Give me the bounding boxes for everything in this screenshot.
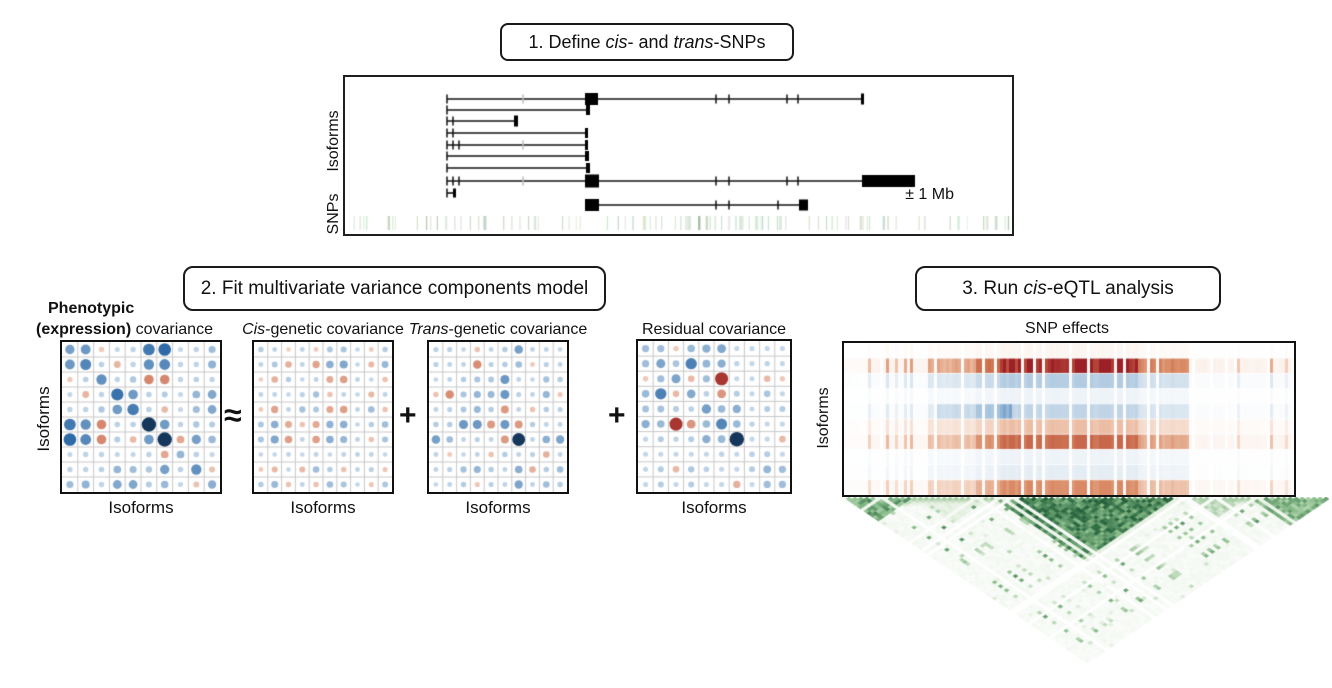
ld-triangle-plot xyxy=(843,497,1332,687)
step1-title-box: 1. Define cis- and trans-SNPs xyxy=(500,23,794,61)
plus-symbol-1: + xyxy=(399,399,417,432)
gene-panel-isoforms-axis-label: Isoforms xyxy=(325,110,342,172)
approx-symbol: ≈ xyxy=(224,397,242,433)
scale-label: ± 1 Mb xyxy=(905,186,954,203)
gene-panel-snps-axis-label: SNPs xyxy=(325,193,342,235)
snp-effects-heatmap xyxy=(844,343,1294,495)
step2-title: 2. Fit multivariate variance components … xyxy=(200,277,589,299)
gene-structure-panel xyxy=(343,75,1014,236)
phenotypic-matrix-xlabel: Isoforms xyxy=(108,498,174,517)
snp-effects-title: SNP effects xyxy=(1025,320,1109,337)
snp-effects-heatmap-frame xyxy=(842,341,1296,497)
step3-title: 3. Run cis-eQTL analysis xyxy=(962,277,1174,299)
trans-matrix-xlabel: Isoforms xyxy=(465,498,531,517)
cis-genetic-covariance-matrix xyxy=(252,340,394,494)
step2-title-box: 2. Fit multivariate variance components … xyxy=(183,266,606,311)
gene-structure-canvas xyxy=(345,77,1012,234)
step3-title-box: 3. Run cis-eQTL analysis xyxy=(915,266,1221,311)
cis-matrix-title: Cis-genetic covariance xyxy=(242,321,404,338)
phenotypic-covariance-matrix xyxy=(60,340,222,494)
residual-matrix-title: Residual covariance xyxy=(641,321,787,338)
cis-matrix-xlabel: Isoforms xyxy=(290,498,356,517)
phenotypic-matrix-title-line1: Phenotypic xyxy=(48,300,135,317)
step1-title: 1. Define cis- and trans-SNPs xyxy=(528,31,766,52)
trans-matrix-title: Trans-genetic covariance xyxy=(408,321,588,338)
phenotypic-matrix-title-line2: (expression) covariance xyxy=(36,321,213,338)
residual-covariance-matrix xyxy=(636,339,792,494)
residual-matrix-xlabel: Isoforms xyxy=(681,498,747,517)
trans-genetic-covariance-matrix xyxy=(427,340,569,494)
heatmap-isoforms-axis-label: Isoforms xyxy=(815,387,832,449)
plus-symbol-2: + xyxy=(608,399,626,432)
phenotypic-matrix-ylabel: Isoforms xyxy=(34,386,53,452)
